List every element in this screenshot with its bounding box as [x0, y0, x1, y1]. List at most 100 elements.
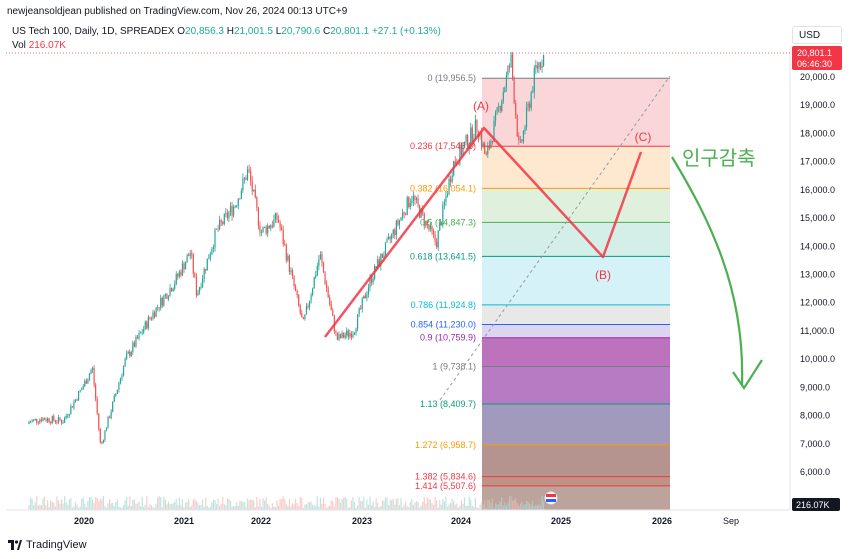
candle-body: [146, 321, 148, 329]
volume-bar: [51, 502, 53, 510]
candle-body: [54, 420, 56, 423]
candle-body: [398, 220, 401, 225]
candle-body: [484, 143, 486, 154]
price-tick-label: 16,000.0: [800, 185, 835, 195]
fib-level-label: 1.382 (5,834.6): [415, 472, 476, 482]
volume-bar: [391, 500, 393, 510]
candle-body: [91, 368, 94, 371]
volume-bar: [543, 500, 545, 510]
candle-body: [223, 213, 225, 225]
volume-bar: [515, 498, 517, 510]
volume-bar: [529, 503, 531, 510]
candle-body: [47, 418, 49, 421]
candle-body: [274, 213, 277, 220]
volume-bar: [290, 506, 292, 510]
volume-bar: [316, 496, 318, 510]
volume-bar: [262, 498, 264, 510]
currency-button[interactable]: USD: [792, 26, 842, 44]
candle-body: [177, 274, 179, 277]
candle-body: [287, 255, 289, 261]
volume-bar: [326, 507, 328, 510]
candle-body: [166, 294, 168, 299]
candle-body: [425, 220, 427, 226]
candle-body: [336, 332, 339, 340]
volume-bar: [346, 498, 348, 510]
fib-trend-line: [439, 75, 671, 401]
volume-bar: [29, 497, 32, 510]
volume-bar: [144, 505, 146, 510]
volume-bars: [28, 496, 545, 510]
candle-body: [133, 342, 135, 347]
volume-bar: [440, 504, 442, 510]
symbol-label[interactable]: US Tech 100, Daily, 1D, SPREADEX: [12, 26, 175, 37]
candle-body: [310, 294, 312, 301]
volume-bar: [357, 505, 359, 510]
volume-bar: [246, 498, 249, 510]
candle-body: [384, 242, 387, 256]
volume-bar: [442, 499, 444, 510]
volume-bar: [236, 502, 238, 510]
candle-body: [494, 112, 497, 121]
candle-body: [415, 198, 418, 200]
candle-body: [293, 275, 295, 287]
candle-body: [344, 335, 346, 338]
volume-bar: [129, 496, 131, 510]
volume-bar: [521, 501, 523, 510]
candle-body: [251, 180, 253, 192]
volume-bar: [499, 501, 501, 510]
volume-bar: [355, 507, 357, 510]
volume-bar: [270, 507, 272, 510]
fib-level-label: 0.382 (16,054.1): [410, 183, 476, 193]
volume-bar: [257, 506, 259, 510]
volume-bar: [370, 505, 373, 510]
candle-body: [129, 351, 131, 356]
candle-body: [234, 206, 236, 208]
volume-bar: [127, 505, 129, 510]
volume-bar: [481, 502, 483, 510]
volume-bar: [79, 506, 81, 510]
volume-bar: [73, 506, 75, 510]
candle-body: [496, 106, 498, 113]
candle-body: [363, 295, 365, 299]
candle-body: [296, 291, 298, 296]
price-tick-label: 17,000.0: [800, 157, 835, 167]
volume-bar: [226, 498, 228, 510]
volume-bar: [471, 505, 473, 510]
fib-level-label: 1.414 (5,507.6): [415, 481, 476, 491]
candle-body: [141, 332, 143, 334]
fib-level-label: 0.236 (17,545.6): [410, 141, 476, 151]
candle-body: [36, 418, 38, 423]
volume-bar: [502, 505, 504, 510]
volume-bar: [233, 506, 235, 510]
volume-bar: [146, 496, 148, 510]
candle-body: [326, 284, 328, 289]
open-label: O: [177, 26, 186, 37]
volume-bar: [398, 505, 401, 510]
candle-body: [330, 304, 332, 311]
candle-body: [512, 54, 514, 79]
fib-zone: [482, 146, 670, 189]
volume-bar: [301, 498, 303, 510]
volume-bar: [322, 497, 325, 510]
candle-body: [99, 428, 101, 443]
candle-body: [71, 406, 73, 408]
volume-bar: [341, 498, 343, 510]
candle-body: [160, 297, 162, 309]
volume-bar: [135, 503, 137, 510]
candle-body: [96, 399, 98, 414]
time-tick-label: 2022: [251, 516, 271, 526]
volume-bar: [96, 498, 98, 510]
volume-bar: [36, 496, 38, 510]
candle-body: [268, 225, 270, 229]
volume-bar: [220, 503, 222, 510]
volume-bar: [333, 506, 335, 510]
candle-body: [401, 212, 404, 218]
candle-body: [132, 342, 134, 352]
volume-bar: [426, 496, 428, 510]
volume-bar: [76, 504, 78, 510]
candle-body: [350, 333, 352, 338]
candle-body: [343, 332, 345, 338]
candle-body: [535, 65, 537, 69]
candle-body: [298, 295, 300, 306]
volume-bar: [532, 500, 534, 510]
